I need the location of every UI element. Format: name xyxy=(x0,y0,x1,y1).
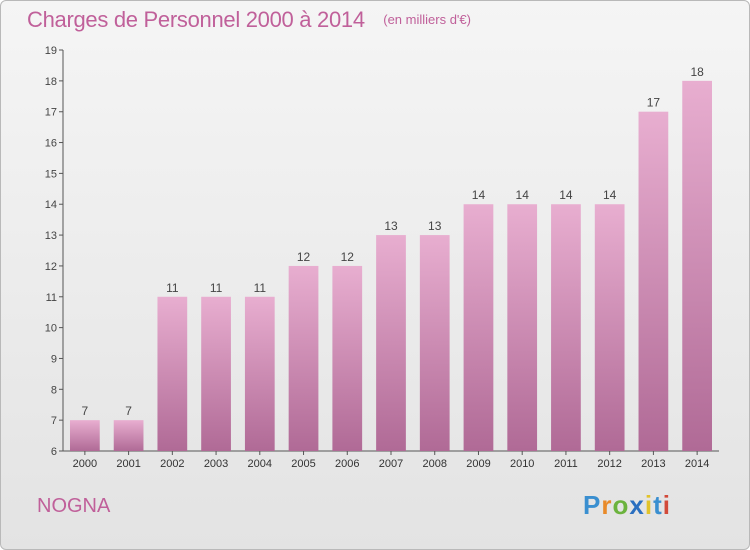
bar xyxy=(594,204,625,451)
data-label: 13 xyxy=(428,219,442,233)
data-label: 14 xyxy=(516,188,530,202)
y-tick-label: 13 xyxy=(45,230,57,242)
data-label: 7 xyxy=(82,404,89,418)
bar xyxy=(201,296,231,451)
bar xyxy=(157,296,188,451)
y-tick-label: 8 xyxy=(51,384,57,396)
data-label: 18 xyxy=(690,65,704,79)
place-name: NOGNA xyxy=(37,495,111,517)
chart-subtitle: (en milliers d'€) xyxy=(383,12,471,27)
bar xyxy=(69,420,100,451)
bar xyxy=(244,296,275,451)
data-label: 11 xyxy=(254,281,267,295)
logo-letter: P xyxy=(583,490,602,520)
y-tick-label: 15 xyxy=(45,168,57,180)
bar xyxy=(682,80,713,451)
data-label: 12 xyxy=(341,250,355,264)
x-tick-label: 2012 xyxy=(597,458,621,470)
data-label: 14 xyxy=(559,188,573,202)
bar xyxy=(507,204,538,451)
x-tick-label: 2002 xyxy=(160,458,184,470)
proxiti-logo: Proxiti xyxy=(583,490,671,521)
y-tick-label: 19 xyxy=(45,45,57,57)
bar xyxy=(419,235,450,451)
x-tick-label: 2006 xyxy=(335,458,359,470)
x-tick-label: 2010 xyxy=(510,458,534,470)
y-tick-label: 14 xyxy=(45,199,57,211)
x-tick-label: 2009 xyxy=(466,458,490,470)
y-tick-label: 7 xyxy=(51,415,57,427)
data-label: 11 xyxy=(166,281,179,295)
bar xyxy=(376,235,406,451)
data-label: 17 xyxy=(647,96,661,110)
x-tick-label: 2007 xyxy=(379,458,403,470)
bar xyxy=(113,420,144,451)
chart-bars xyxy=(69,80,713,451)
x-tick-label: 2005 xyxy=(291,458,315,470)
x-tick-label: 2000 xyxy=(73,458,97,470)
y-tick-label: 9 xyxy=(51,353,57,365)
logo-letter: o xyxy=(612,490,630,520)
y-tick-label: 17 xyxy=(45,107,57,119)
logo-letter: i xyxy=(662,490,671,520)
title-row: Charges de Personnel 2000 à 2014 (en mil… xyxy=(27,7,471,33)
y-tick-label: 16 xyxy=(45,138,57,150)
data-label: 7 xyxy=(125,404,132,418)
logo-letter: i xyxy=(644,490,654,520)
x-tick-label: 2003 xyxy=(204,458,228,470)
data-label: 13 xyxy=(384,219,398,233)
data-label: 14 xyxy=(472,188,486,202)
bar xyxy=(463,204,494,451)
chart-title: Charges de Personnel 2000 à 2014 xyxy=(27,7,365,32)
bar xyxy=(551,204,581,451)
x-tick-label: 2004 xyxy=(248,458,272,470)
logo-letter: r xyxy=(601,490,613,520)
x-tick-label: 2013 xyxy=(641,458,665,470)
y-tick-label: 6 xyxy=(51,446,57,458)
y-tick-label: 10 xyxy=(45,323,57,335)
bar xyxy=(638,111,669,451)
chart-labels: 7 2000 7 2001 11 2002 11 2003 11 2004 12 2005 12 2006… xyxy=(73,65,710,470)
y-tick-label: 18 xyxy=(45,76,57,88)
data-label: 11 xyxy=(210,281,223,295)
x-tick-label: 2001 xyxy=(116,458,140,470)
x-tick-label: 2011 xyxy=(554,458,578,470)
bar xyxy=(288,265,319,451)
x-tick-label: 2014 xyxy=(685,458,709,470)
data-label: 14 xyxy=(603,188,617,202)
logo-letter: t xyxy=(653,490,663,520)
data-label: 12 xyxy=(297,250,311,264)
x-tick-label: 2008 xyxy=(422,458,446,470)
logo-letter: x xyxy=(629,490,645,520)
y-tick-label: 12 xyxy=(45,261,57,273)
bar xyxy=(332,265,363,451)
y-tick-label: 11 xyxy=(46,292,57,304)
